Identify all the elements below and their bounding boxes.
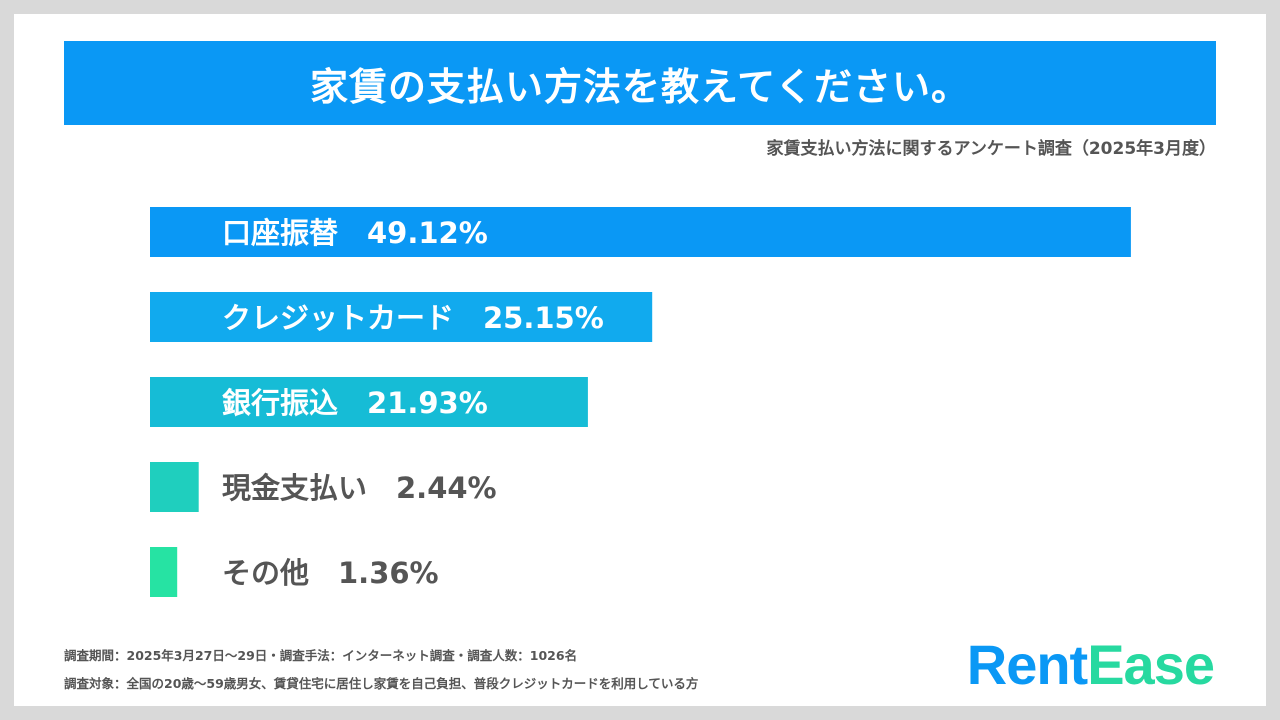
bar-chart: 口座振替 49.12% クレジットカード 25.15% 銀行振込 21.93% 現金支…	[150, 207, 1131, 597]
bar-3	[150, 377, 588, 427]
bar-2	[150, 292, 653, 342]
survey-card: 家賃の支払い方法を教えてください。 家賃支払い方法に関するアンケート調査（202…	[14, 14, 1266, 706]
bar-label-5: その他 1.36%	[222, 556, 439, 590]
chart-title: 家賃の支払い方法を教えてください。	[310, 64, 970, 109]
bar-label-4: 現金支払い 2.44%	[222, 471, 497, 505]
bar-5	[150, 547, 178, 597]
survey-period-note: 調査期間：2025年3月27日〜29日・調査手法：インターネット調査・調査人数：…	[64, 648, 578, 663]
bar-4	[150, 462, 199, 512]
survey-target-note: 調査対象：全国の20歳〜59歳男女、賃貸住宅に居住し家賃を自己負担、普段クレジッ…	[64, 676, 699, 691]
bar-label-3: 銀行振込 21.93%	[222, 386, 488, 420]
logo-rent: Rent	[966, 633, 1088, 696]
bar-label-1: 口座振替 49.12%	[222, 216, 488, 250]
bar-1	[150, 207, 1131, 257]
logo-ease: Ease	[1087, 633, 1215, 696]
rentease-logo: RentEase	[966, 632, 1215, 697]
title-banner: 家賃の支払い方法を教えてください。	[64, 41, 1216, 125]
chart-subtitle: 家賃支払い方法に関するアンケート調査（2025年3月度）	[766, 139, 1216, 159]
bar-label-2: クレジットカード 25.15%	[222, 301, 604, 335]
